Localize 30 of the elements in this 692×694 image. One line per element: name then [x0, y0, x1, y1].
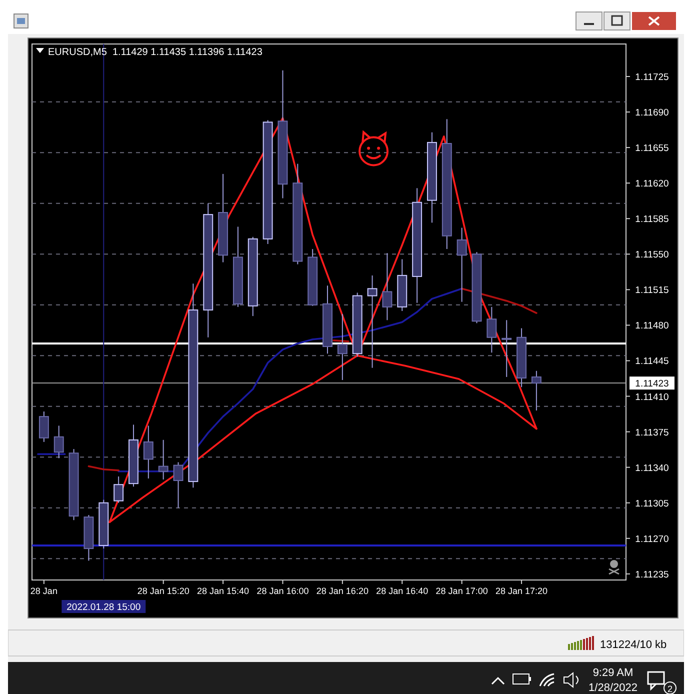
x-tick-label: 28 Jan 16:40: [376, 586, 428, 596]
y-tick-label: 1.11480: [635, 320, 669, 332]
text: 131224/10 kb: [600, 639, 667, 651]
text: 9:29 AM: [592, 667, 634, 679]
ref-line-label: 2022.01.28 15:00: [66, 602, 141, 613]
text: 2: [667, 684, 673, 694]
y-tick-label: 1.11550: [635, 250, 669, 261]
ref-line-label: 1.11423: [635, 378, 669, 390]
x-tick-label: 28 Jan 15:20: [137, 586, 190, 596]
y-tick-label: 1.11655: [635, 143, 669, 154]
x-tick-label: 28 Jan 16:00: [256, 586, 309, 596]
x-tick-label: 28 Jan 17:00: [436, 586, 488, 596]
y-tick-label: 1.11340: [635, 462, 669, 474]
y-tick-label: 1.11515: [635, 285, 669, 296]
x-tick-label: 28 Jan: [30, 586, 58, 596]
y-tick-label: 1.11305: [635, 498, 669, 510]
chart-title: EURUSD,M5 1.11429 1.11435 1.11396 1.11423: [48, 47, 263, 58]
y-tick-label: 1.11445: [635, 356, 669, 368]
y-tick-label: 1.11690: [635, 108, 669, 119]
x-tick-label: 28 Jan 15:40: [197, 586, 250, 596]
y-tick-label: 1.11270: [635, 534, 669, 545]
text: 1/28/2022: [588, 682, 638, 694]
y-tick-label: 1.11375: [635, 427, 669, 438]
x-tick-label: 28 Jan 16:20: [316, 586, 368, 596]
y-tick-label: 1.11620: [635, 178, 669, 190]
y-tick-label: 1.11235: [635, 569, 669, 580]
y-tick-label: 1.11585: [635, 214, 669, 226]
x-tick-label: 28 Jan 17:20: [496, 586, 548, 596]
y-tick-label: 1.11410: [635, 392, 669, 403]
y-tick-label: 1.11725: [635, 72, 669, 83]
